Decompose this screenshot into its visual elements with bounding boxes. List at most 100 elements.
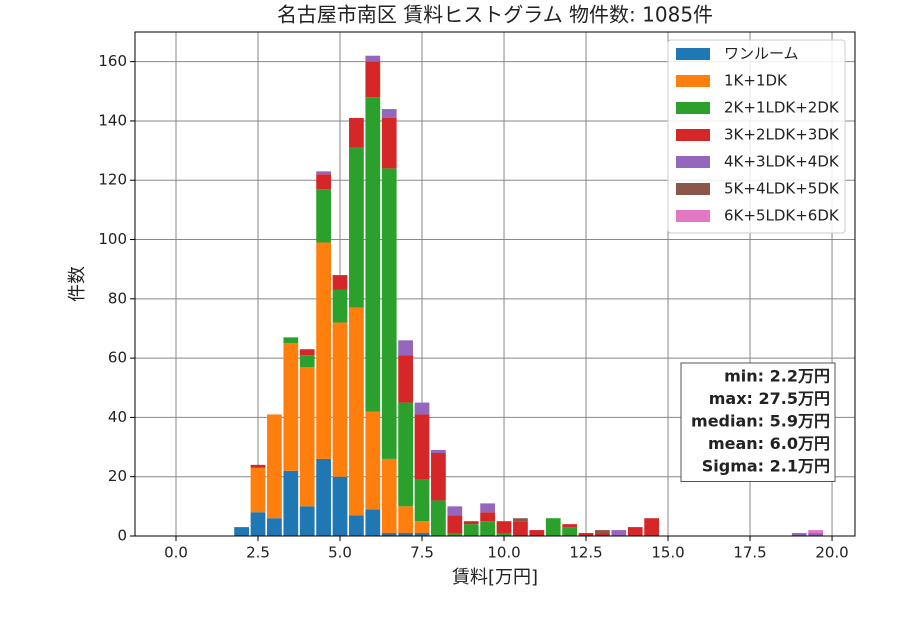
y-tick-label: 40 bbox=[108, 408, 127, 426]
bar-segment bbox=[545, 518, 561, 536]
bar-segment bbox=[316, 174, 331, 190]
bar-segment bbox=[562, 524, 578, 528]
x-tick-label: 17.5 bbox=[733, 544, 766, 562]
legend-box bbox=[667, 39, 846, 234]
bar-segment bbox=[480, 512, 495, 522]
bar-segment bbox=[398, 402, 413, 507]
bar-segment bbox=[365, 411, 381, 510]
bar-segment bbox=[316, 189, 331, 243]
y-tick-label: 0 bbox=[117, 527, 127, 545]
bar-segment bbox=[349, 117, 364, 148]
bar-segment bbox=[414, 521, 430, 534]
bar-segment bbox=[808, 530, 824, 534]
bar-segment bbox=[283, 337, 299, 344]
bar-segment bbox=[414, 414, 430, 480]
bar-segment bbox=[332, 275, 348, 290]
bar-segment bbox=[316, 458, 331, 536]
stats-text: mean: 6.0万円 bbox=[708, 434, 830, 453]
bar-segment bbox=[349, 307, 364, 516]
bar-segment bbox=[381, 168, 397, 459]
bar-segment bbox=[365, 509, 381, 536]
y-tick-label: 160 bbox=[98, 52, 127, 70]
stats-text: median: 5.9万円 bbox=[691, 412, 830, 431]
bar-segment bbox=[299, 349, 315, 356]
bar-segment bbox=[431, 450, 446, 453]
bar-segment bbox=[299, 355, 315, 368]
bar-segment bbox=[791, 533, 807, 536]
bar-segment bbox=[431, 452, 446, 501]
bar-segment bbox=[381, 533, 397, 536]
legend-label: ワンルーム bbox=[724, 45, 799, 63]
bar-segment bbox=[529, 530, 545, 536]
bar-segment bbox=[463, 524, 479, 536]
bar-segment bbox=[365, 61, 381, 98]
legend-swatch bbox=[676, 75, 710, 87]
bar-segment bbox=[250, 467, 266, 513]
bar-segment bbox=[513, 521, 528, 536]
y-tick-label: 140 bbox=[98, 111, 127, 129]
bar-segment bbox=[332, 322, 348, 477]
legend-label: 1K+1DK bbox=[724, 72, 788, 90]
legend-swatch bbox=[676, 102, 710, 114]
bar-segment bbox=[496, 521, 512, 534]
bar-segment bbox=[480, 503, 495, 513]
bar-segment bbox=[595, 530, 610, 534]
bar-segment bbox=[513, 518, 528, 522]
legend-label: 2K+1LDK+2DK bbox=[724, 99, 840, 117]
bar-segment bbox=[250, 512, 266, 536]
bar-segment bbox=[349, 515, 364, 536]
bar-segment bbox=[299, 367, 315, 507]
legend-label: 3K+2LDK+3DK bbox=[724, 126, 840, 144]
x-tick-label: 20.0 bbox=[815, 544, 848, 562]
bar-segment bbox=[562, 527, 578, 536]
x-tick-label: 10.0 bbox=[487, 544, 520, 562]
x-tick-label: 12.5 bbox=[569, 544, 602, 562]
bar-segment bbox=[365, 97, 381, 412]
stats-text: min: 2.2万円 bbox=[724, 367, 830, 386]
x-tick-label: 0.0 bbox=[164, 544, 188, 562]
y-tick-label: 100 bbox=[98, 230, 127, 248]
bar-segment bbox=[414, 402, 430, 415]
x-tick-label: 15.0 bbox=[651, 544, 684, 562]
bar-segment bbox=[332, 476, 348, 536]
x-tick-label: 7.5 bbox=[410, 544, 434, 562]
bar-segment bbox=[447, 533, 463, 536]
legend-label: 6K+5LDK+6DK bbox=[724, 207, 840, 225]
bar-segment bbox=[431, 500, 446, 536]
legend-swatch bbox=[676, 183, 710, 195]
bar-segment bbox=[447, 515, 463, 534]
bar-segment bbox=[496, 533, 512, 536]
bar-segment bbox=[283, 470, 299, 536]
bar-segment bbox=[267, 518, 282, 536]
x-tick-label: 2.5 bbox=[246, 544, 270, 562]
y-tick-label: 20 bbox=[108, 467, 127, 485]
stats-box bbox=[680, 362, 836, 482]
bar-segment bbox=[299, 506, 315, 536]
legend-swatch bbox=[676, 129, 710, 141]
bar-segment bbox=[381, 117, 397, 169]
y-tick-label: 60 bbox=[108, 349, 127, 367]
bar-segment bbox=[808, 533, 824, 536]
y-tick-label: 120 bbox=[98, 171, 127, 189]
bar-segment bbox=[250, 464, 266, 468]
bar-segment bbox=[365, 55, 381, 62]
bar-segment bbox=[447, 506, 463, 516]
bar-segment bbox=[463, 521, 479, 525]
y-axis-label: 件数 bbox=[67, 266, 88, 302]
bar-segment bbox=[398, 340, 413, 356]
plot-frame bbox=[134, 31, 856, 537]
stats-text: Sigma: 2.1万円 bbox=[702, 457, 830, 476]
stats-text: max: 27.5万円 bbox=[709, 389, 830, 408]
chart-title: 名古屋市南区 賃料ヒストグラム 物件数: 1085件 bbox=[277, 3, 713, 27]
y-tick-label: 80 bbox=[108, 289, 127, 307]
bar-segment bbox=[595, 533, 610, 536]
legend-label: 5K+4LDK+5DK bbox=[724, 180, 840, 198]
bar-segment bbox=[332, 289, 348, 323]
bar-segment bbox=[611, 530, 627, 536]
legend-swatch bbox=[676, 156, 710, 168]
bar-segment bbox=[283, 343, 299, 471]
bar-segment bbox=[381, 458, 397, 534]
legend-label: 4K+3LDK+4DK bbox=[724, 153, 840, 171]
bar-segment bbox=[398, 506, 413, 534]
